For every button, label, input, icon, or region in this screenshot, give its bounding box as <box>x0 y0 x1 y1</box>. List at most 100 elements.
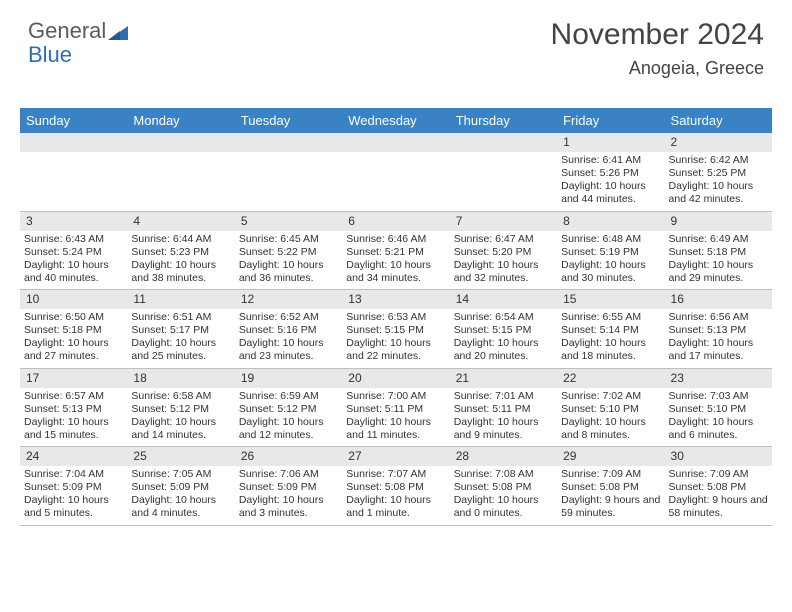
sunrise-text: Sunrise: 6:45 AM <box>239 233 338 246</box>
sunset-text: Sunset: 5:16 PM <box>239 324 338 337</box>
daylight-text: Daylight: 9 hours and 58 minutes. <box>669 494 768 520</box>
weekday-header-row: SundayMondayTuesdayWednesdayThursdayFrid… <box>20 108 772 133</box>
sunrise-text: Sunrise: 6:51 AM <box>131 311 230 324</box>
calendar-day-empty <box>127 133 234 212</box>
day-number <box>450 133 557 152</box>
daylight-text: Daylight: 9 hours and 59 minutes. <box>561 494 660 520</box>
day-info: Sunrise: 6:55 AMSunset: 5:14 PMDaylight:… <box>557 311 664 364</box>
day-info: Sunrise: 6:51 AMSunset: 5:17 PMDaylight:… <box>127 311 234 364</box>
day-number <box>127 133 234 152</box>
day-info: Sunrise: 7:03 AMSunset: 5:10 PMDaylight:… <box>665 390 772 443</box>
daylight-text: Daylight: 10 hours and 5 minutes. <box>24 494 123 520</box>
sunrise-text: Sunrise: 7:04 AM <box>24 468 123 481</box>
sunset-text: Sunset: 5:14 PM <box>561 324 660 337</box>
sunrise-text: Sunrise: 6:47 AM <box>454 233 553 246</box>
sunrise-text: Sunrise: 7:01 AM <box>454 390 553 403</box>
sunrise-text: Sunrise: 6:50 AM <box>24 311 123 324</box>
sunrise-text: Sunrise: 7:05 AM <box>131 468 230 481</box>
calendar-day: 5Sunrise: 6:45 AMSunset: 5:22 PMDaylight… <box>235 212 342 291</box>
sunset-text: Sunset: 5:12 PM <box>239 403 338 416</box>
sunset-text: Sunset: 5:20 PM <box>454 246 553 259</box>
calendar-day: 12Sunrise: 6:52 AMSunset: 5:16 PMDayligh… <box>235 290 342 369</box>
day-info: Sunrise: 6:50 AMSunset: 5:18 PMDaylight:… <box>20 311 127 364</box>
daylight-text: Daylight: 10 hours and 34 minutes. <box>346 259 445 285</box>
day-number <box>20 133 127 152</box>
calendar-day: 7Sunrise: 6:47 AMSunset: 5:20 PMDaylight… <box>450 212 557 291</box>
day-number: 24 <box>20 447 127 466</box>
calendar-day: 9Sunrise: 6:49 AMSunset: 5:18 PMDaylight… <box>665 212 772 291</box>
daylight-text: Daylight: 10 hours and 22 minutes. <box>346 337 445 363</box>
calendar-week: 1Sunrise: 6:41 AMSunset: 5:26 PMDaylight… <box>20 133 772 212</box>
day-number: 2 <box>665 133 772 152</box>
day-number: 13 <box>342 290 449 309</box>
day-info: Sunrise: 6:49 AMSunset: 5:18 PMDaylight:… <box>665 233 772 286</box>
sunset-text: Sunset: 5:08 PM <box>346 481 445 494</box>
day-info: Sunrise: 7:05 AMSunset: 5:09 PMDaylight:… <box>127 468 234 521</box>
day-number: 25 <box>127 447 234 466</box>
sunrise-text: Sunrise: 6:56 AM <box>669 311 768 324</box>
calendar-day: 1Sunrise: 6:41 AMSunset: 5:26 PMDaylight… <box>557 133 664 212</box>
calendar-day: 3Sunrise: 6:43 AMSunset: 5:24 PMDaylight… <box>20 212 127 291</box>
daylight-text: Daylight: 10 hours and 44 minutes. <box>561 180 660 206</box>
day-number: 8 <box>557 212 664 231</box>
day-info: Sunrise: 7:07 AMSunset: 5:08 PMDaylight:… <box>342 468 449 521</box>
daylight-text: Daylight: 10 hours and 17 minutes. <box>669 337 768 363</box>
day-number: 15 <box>557 290 664 309</box>
sunset-text: Sunset: 5:18 PM <box>24 324 123 337</box>
calendar-day: 14 Sunrise: 6:54 AMSunset: 5:15 PMDayligh… <box>450 290 557 369</box>
day-number: 18 <box>127 369 234 388</box>
day-info: Sunrise: 7:01 AMSunset: 5:11 PMDaylight:… <box>450 390 557 443</box>
sunset-text: Sunset: 5:09 PM <box>131 481 230 494</box>
daylight-text: Daylight: 10 hours and 29 minutes. <box>669 259 768 285</box>
sunset-text: Sunset: 5:13 PM <box>669 324 768 337</box>
sunset-text: Sunset: 5:19 PM <box>561 246 660 259</box>
calendar-day: 6Sunrise: 6:46 AMSunset: 5:21 PMDaylight… <box>342 212 449 291</box>
day-info: Sunrise: 7:09 AMSunset: 5:08 PMDaylight:… <box>665 468 772 521</box>
sunset-text: Sunset: 5:26 PM <box>561 167 660 180</box>
daylight-text: Daylight: 10 hours and 42 minutes. <box>669 180 768 206</box>
calendar-day: 23 Sunrise: 7:03 AMSunset: 5:10 PMDayligh… <box>665 369 772 448</box>
daylight-text: Daylight: 10 hours and 14 minutes. <box>131 416 230 442</box>
sunset-text: Sunset: 5:23 PM <box>131 246 230 259</box>
day-info: Sunrise: 7:06 AMSunset: 5:09 PMDaylight:… <box>235 468 342 521</box>
day-number: 29 <box>557 447 664 466</box>
daylight-text: Daylight: 10 hours and 11 minutes. <box>346 416 445 442</box>
sunrise-text: Sunrise: 6:44 AM <box>131 233 230 246</box>
sunrise-text: Sunrise: 7:09 AM <box>669 468 768 481</box>
sunrise-text: Sunrise: 6:58 AM <box>131 390 230 403</box>
sunset-text: Sunset: 5:10 PM <box>561 403 660 416</box>
day-number: 21 <box>450 369 557 388</box>
calendar-day: 4Sunrise: 6:44 AMSunset: 5:23 PMDaylight… <box>127 212 234 291</box>
calendar-day: 27 Sunrise: 7:07 AMSunset: 5:08 PMDayligh… <box>342 447 449 526</box>
day-number: 23 <box>665 369 772 388</box>
sunrise-text: Sunrise: 7:07 AM <box>346 468 445 481</box>
daylight-text: Daylight: 10 hours and 15 minutes. <box>24 416 123 442</box>
sunrise-text: Sunrise: 6:54 AM <box>454 311 553 324</box>
sunset-text: Sunset: 5:08 PM <box>669 481 768 494</box>
day-info: Sunrise: 6:54 AMSunset: 5:15 PMDaylight:… <box>450 311 557 364</box>
sunset-text: Sunset: 5:15 PM <box>346 324 445 337</box>
daylight-text: Daylight: 10 hours and 8 minutes. <box>561 416 660 442</box>
sunset-text: Sunset: 5:21 PM <box>346 246 445 259</box>
day-info: Sunrise: 6:48 AMSunset: 5:19 PMDaylight:… <box>557 233 664 286</box>
calendar-day: 24Sunrise: 7:04 AMSunset: 5:09 PMDayligh… <box>20 447 127 526</box>
sunrise-text: Sunrise: 6:57 AM <box>24 390 123 403</box>
calendar-day: 8 Sunrise: 6:48 AMSunset: 5:19 PMDaylight… <box>557 212 664 291</box>
day-number: 7 <box>450 212 557 231</box>
daylight-text: Daylight: 10 hours and 23 minutes. <box>239 337 338 363</box>
sunrise-text: Sunrise: 6:59 AM <box>239 390 338 403</box>
sunset-text: Sunset: 5:08 PM <box>561 481 660 494</box>
day-number: 14 <box>450 290 557 309</box>
day-number <box>235 133 342 152</box>
calendar-grid: SundayMondayTuesdayWednesdayThursdayFrid… <box>20 108 772 526</box>
sunset-text: Sunset: 5:12 PM <box>131 403 230 416</box>
weekday-header: Thursday <box>450 108 557 133</box>
sunrise-text: Sunrise: 6:43 AM <box>24 233 123 246</box>
day-info: Sunrise: 6:43 AMSunset: 5:24 PMDaylight:… <box>20 233 127 286</box>
day-info: Sunrise: 6:56 AMSunset: 5:13 PMDaylight:… <box>665 311 772 364</box>
sunset-text: Sunset: 5:08 PM <box>454 481 553 494</box>
sunset-text: Sunset: 5:13 PM <box>24 403 123 416</box>
brand-logo: General Blue <box>28 20 128 66</box>
sunrise-text: Sunrise: 6:48 AM <box>561 233 660 246</box>
day-number: 27 <box>342 447 449 466</box>
